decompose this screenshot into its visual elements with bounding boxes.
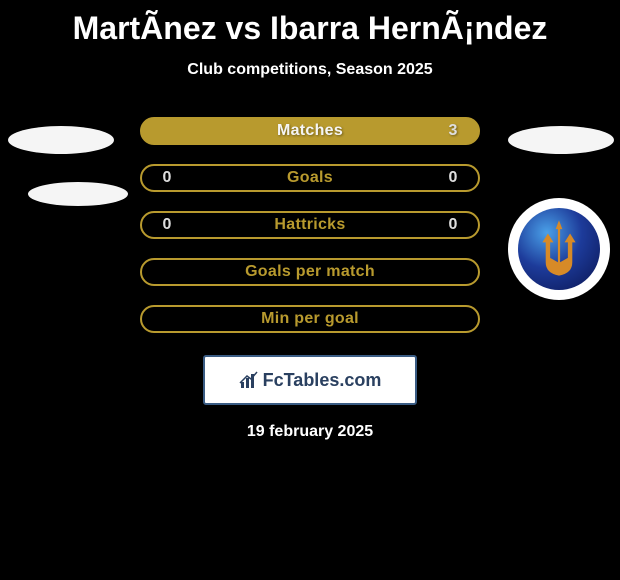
page-title: MartÃ­nez vs Ibarra HernÃ¡ndez (0, 0, 620, 47)
fctables-attribution: FcTables.com (203, 355, 417, 405)
stat-left-value: 0 (152, 216, 182, 234)
fctables-text: FcTables.com (263, 370, 382, 391)
stat-right-value: 3 (438, 122, 468, 140)
stat-left-value: 0 (152, 169, 182, 187)
stat-row: Matches3 (140, 117, 480, 145)
stat-row: Goals per match (140, 258, 480, 286)
stat-row: 0Hattricks0 (140, 211, 480, 239)
date-text: 19 february 2025 (0, 423, 620, 441)
stat-label: Hattricks (182, 216, 438, 234)
bar-chart-icon (239, 370, 259, 390)
stat-row: 0Goals0 (140, 164, 480, 192)
stat-right-value: 0 (438, 169, 468, 187)
stat-label: Goals per match (182, 263, 438, 281)
stat-label: Goals (182, 169, 438, 187)
stat-right-value: 0 (438, 216, 468, 234)
stat-row: Min per goal (140, 305, 480, 333)
stat-label: Matches (182, 122, 438, 140)
stats-list: Matches30Goals00Hattricks0Goals per matc… (0, 117, 620, 333)
stat-label: Min per goal (182, 310, 438, 328)
subtitle: Club competitions, Season 2025 (0, 61, 620, 79)
